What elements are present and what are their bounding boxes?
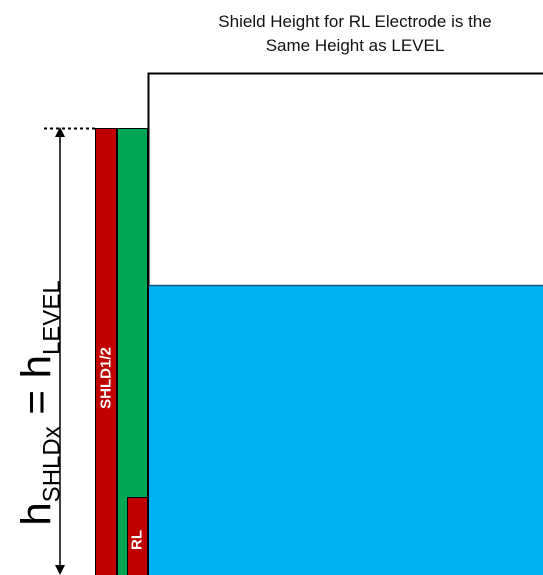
formula-h1: h bbox=[12, 502, 60, 526]
height-formula: hSHLDx = hLEVEL bbox=[12, 280, 66, 526]
caption-line-1: Shield Height for RL Electrode is the bbox=[218, 12, 492, 31]
formula-h2: h bbox=[12, 355, 60, 379]
shield-electrode bbox=[95, 128, 117, 575]
rl-label: RL bbox=[128, 530, 146, 550]
rl-electrode bbox=[127, 497, 148, 575]
tank-outline bbox=[147, 72, 543, 575]
liquid-fill bbox=[149, 285, 543, 575]
formula-equals: = bbox=[12, 378, 60, 427]
formula-sub-shldx: SHLDx bbox=[38, 426, 66, 503]
caption: Shield Height for RL Electrode is the Sa… bbox=[150, 10, 543, 58]
caption-line-2: Same Height as LEVEL bbox=[265, 36, 445, 55]
formula-sub-level: LEVEL bbox=[38, 280, 66, 356]
shield-label: SHLD1/2 bbox=[97, 347, 115, 409]
